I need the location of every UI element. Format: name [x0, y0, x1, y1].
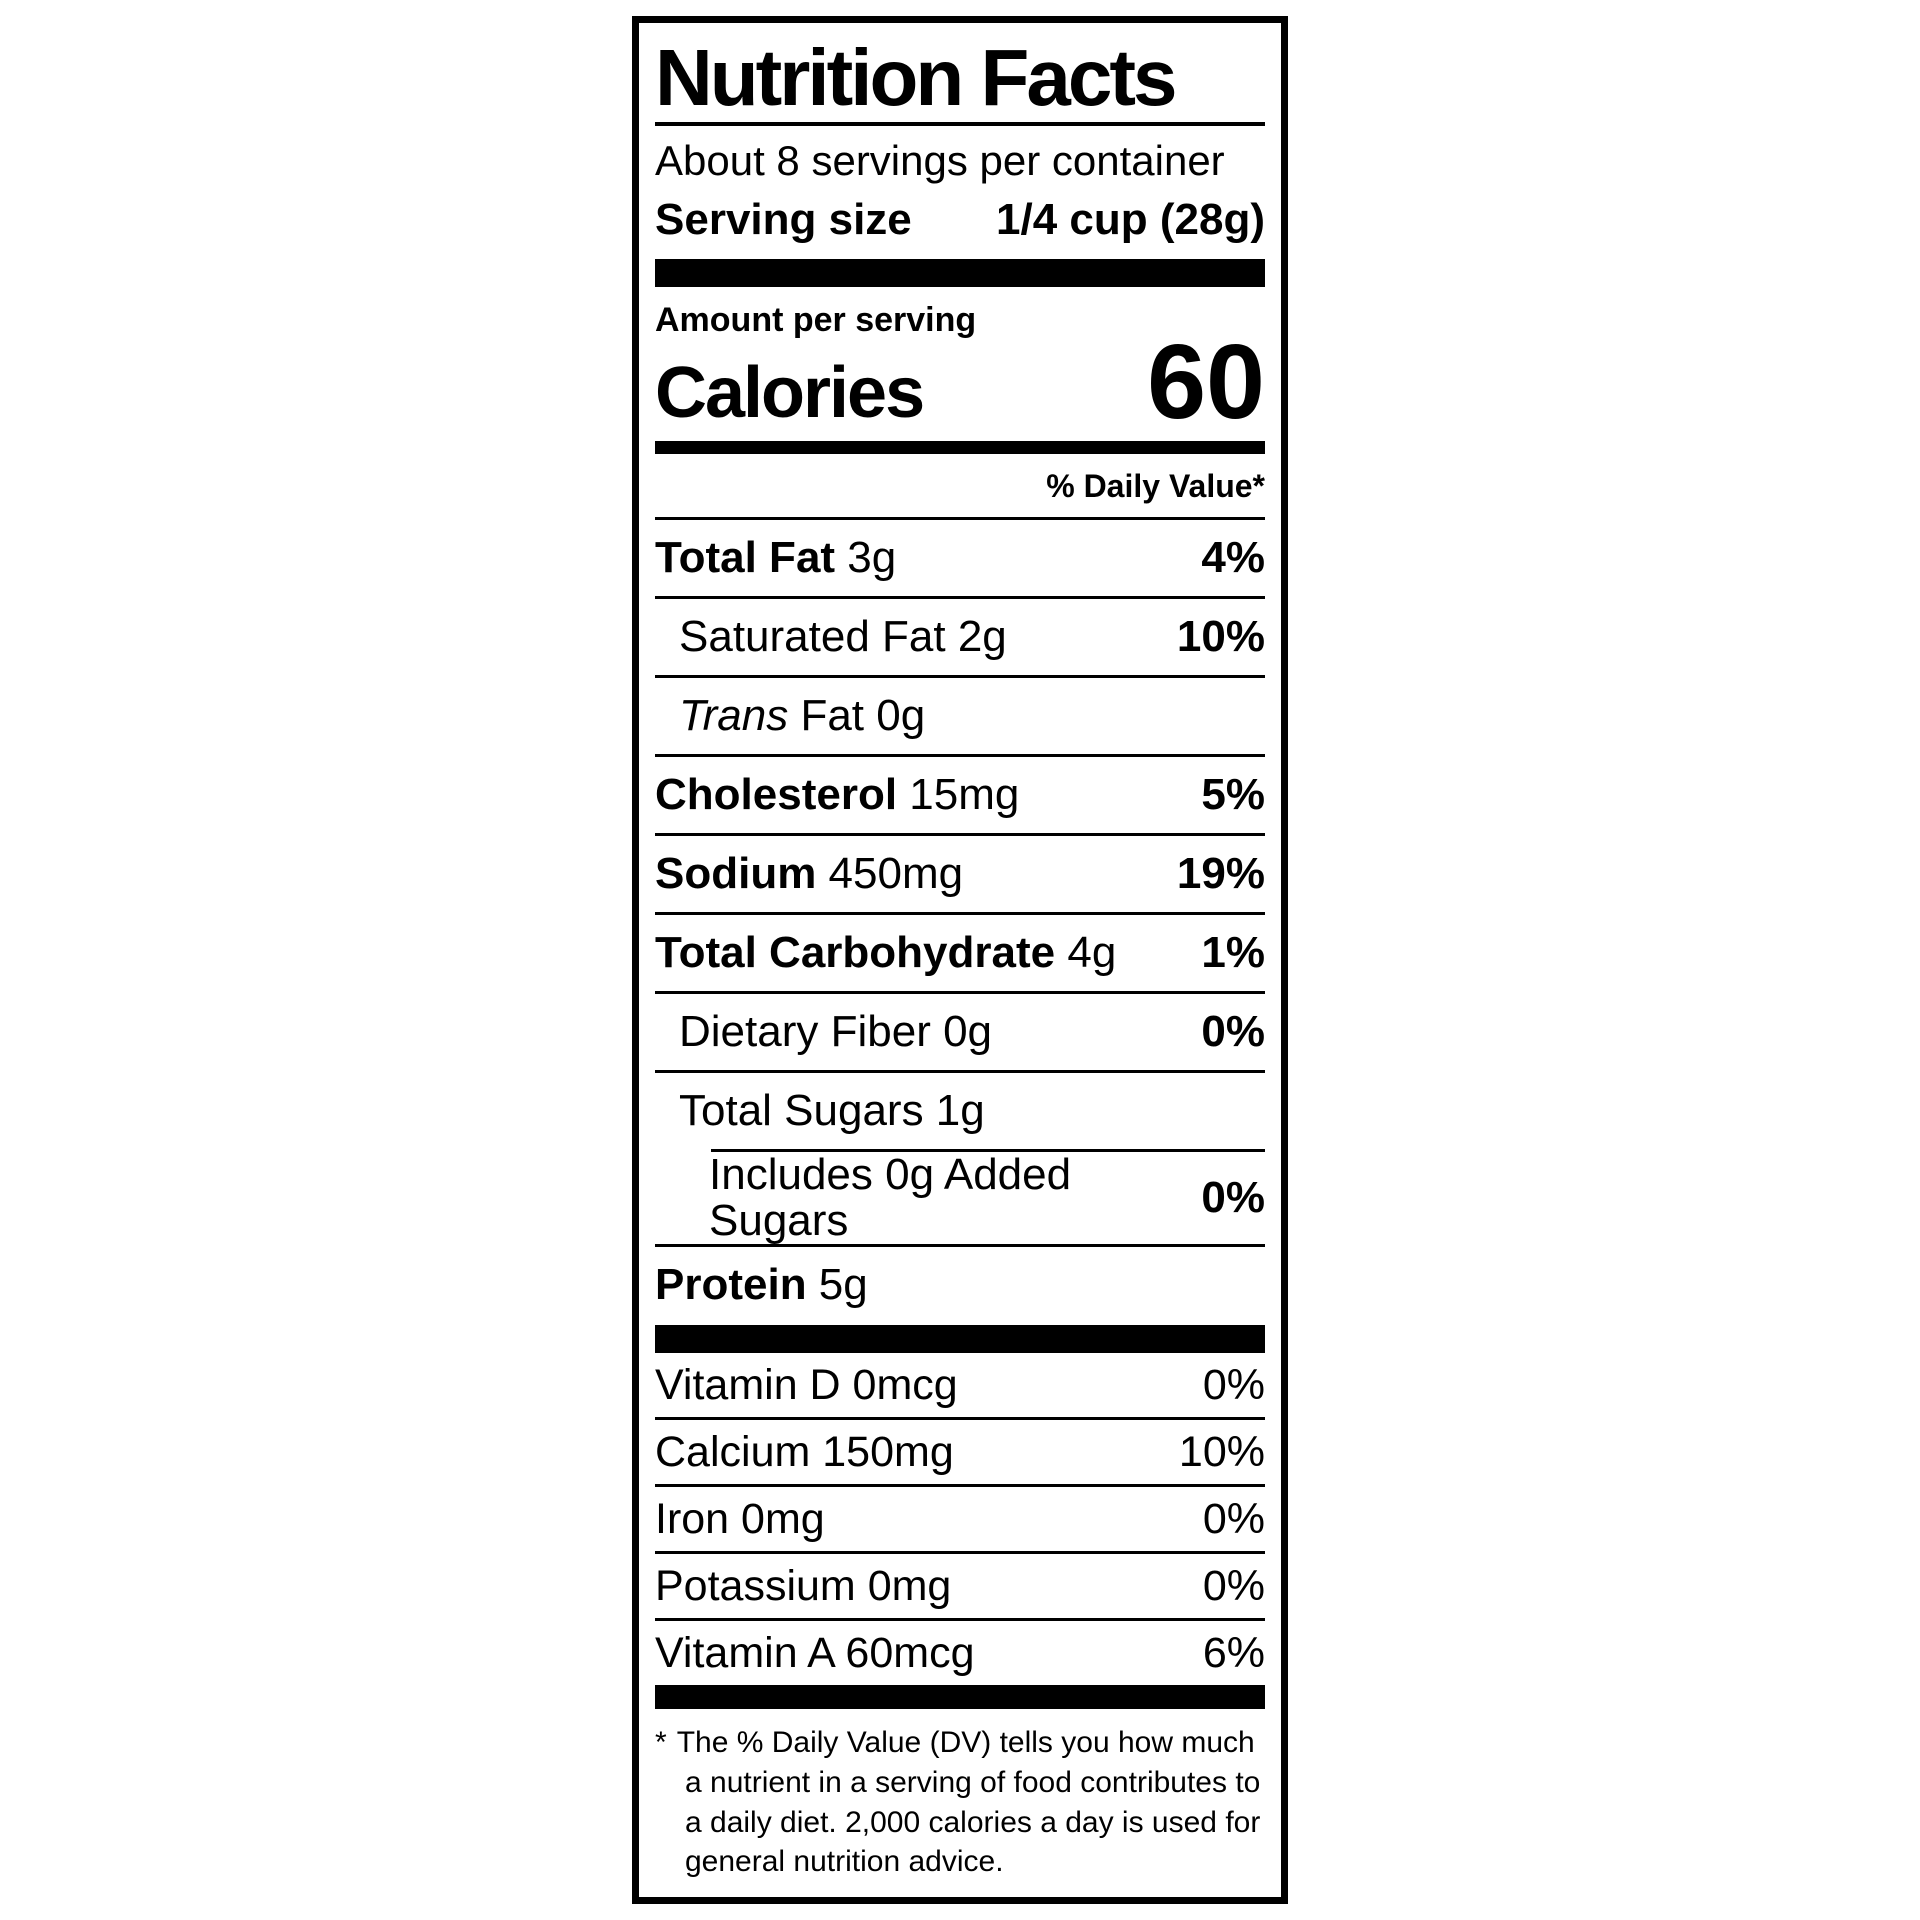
rule [655, 754, 1265, 758]
nutrient-name: Trans Fat 0g [679, 690, 926, 740]
nutrient-lead-italic: Trans [679, 690, 789, 740]
rule-indented [711, 1149, 1265, 1153]
nutrient-amount: 5g [806, 1260, 868, 1310]
nutrient-name: Saturated Fat 2g [679, 611, 1007, 661]
vitamin-name: Vitamin A 60mcg [655, 1628, 975, 1677]
nutrient-amount: Fat 0g [788, 690, 926, 740]
vitamin-dv: 10% [1178, 1427, 1265, 1476]
nutrient-name: Includes 0g Added Sugars [709, 1150, 1072, 1246]
calories-row: Calories 60 [655, 322, 1265, 441]
nutrient-dv: 5% [1201, 769, 1265, 819]
calories-value: 60 [1147, 322, 1265, 441]
label-title: Nutrition Facts [655, 33, 1177, 122]
vitamin-dv: 6% [1202, 1628, 1265, 1677]
nutrient-dv: 0% [1201, 1173, 1265, 1223]
nutrient-name: Total Sugars 1g [679, 1085, 985, 1135]
rule [655, 1244, 1265, 1248]
rule [655, 675, 1265, 679]
vitamin-row-potassium: Potassium 0mg 0% [655, 1554, 1265, 1618]
nutrient-row-protein: Protein 5g [655, 1247, 1265, 1323]
daily-value-header: % Daily Value* [1046, 468, 1265, 505]
nutrient-row-added-sugars: Includes 0g Added Sugars 0% [655, 1150, 1265, 1246]
nutrient-lead: Protein [655, 1260, 807, 1310]
nutrient-dv: 1% [1201, 927, 1265, 977]
nutrient-name: Dietary Fiber 0g [679, 1006, 993, 1056]
nutrient-dv: 4% [1201, 532, 1265, 582]
nutrient-name: Cholesterol 15mg [655, 769, 1020, 819]
divider-bar-medium [655, 441, 1265, 455]
nutrient-name: Total Carbohydrate 4g [655, 927, 1117, 977]
footnote-asterisk: * [655, 1726, 667, 1760]
rule [655, 1070, 1265, 1074]
servings-per-container: About 8 servings per container [655, 137, 1225, 185]
amount-per-serving-label: Amount per serving [655, 300, 977, 339]
nutrition-facts-label: Nutrition Facts About 8 servings per con… [632, 16, 1288, 1904]
nutrient-row-dietary-fiber: Dietary Fiber 0g 0% [655, 994, 1265, 1070]
serving-size-value: 1/4 cup (28g) [996, 194, 1265, 244]
nutrient-row-sodium: Sodium 450mg 19% [655, 836, 1265, 912]
nutrient-row-saturated-fat: Saturated Fat 2g 10% [655, 599, 1265, 675]
nutrient-dv: 0% [1201, 1006, 1265, 1056]
nutrient-row-cholesterol: Cholesterol 15mg 5% [655, 757, 1265, 833]
nutrient-name: Sodium 450mg [655, 848, 964, 898]
rule [655, 596, 1265, 600]
calories-label: Calories [655, 353, 925, 434]
vitamin-dv: 0% [1202, 1360, 1265, 1409]
nutrient-dv: 19% [1176, 848, 1265, 898]
nutrient-amount: 15mg [897, 769, 1020, 819]
vitamin-dv: 0% [1202, 1494, 1265, 1543]
rule [655, 833, 1265, 837]
rule [655, 517, 1265, 521]
vitamin-row-calcium: Calcium 150mg 10% [655, 1420, 1265, 1484]
vitamin-dv: 0% [1202, 1561, 1265, 1610]
rule [655, 912, 1265, 916]
serving-size-label: Serving size [655, 194, 912, 244]
rule [655, 1618, 1265, 1622]
nutrient-row-total-carbohydrate: Total Carbohydrate 4g 1% [655, 915, 1265, 991]
nutrient-row-total-fat: Total Fat 3g 4% [655, 520, 1265, 596]
nutrient-lead: Sodium [655, 848, 817, 898]
daily-value-footnote: * The % Daily Value (DV) tells you how mu… [655, 1723, 1265, 1881]
nutrient-lead: Total Carbohydrate [655, 927, 1056, 977]
vitamin-name: Iron 0mg [655, 1494, 825, 1543]
nutrient-row-total-sugars: Total Sugars 1g [655, 1073, 1265, 1149]
nutrient-name: Protein 5g [655, 1262, 868, 1308]
footnote-text: The % Daily Value (DV) tells you how muc… [676, 1726, 1261, 1879]
vitamin-row-vitamin-d: Vitamin D 0mcg 0% [655, 1353, 1265, 1417]
nutrient-name: Total Fat 3g [655, 532, 897, 582]
rule [655, 1484, 1265, 1488]
divider-bar-thick [655, 258, 1265, 287]
vitamin-row-iron: Iron 0mg 0% [655, 1487, 1265, 1551]
nutrient-amount: 3g [835, 532, 897, 582]
title-rule [655, 122, 1265, 127]
rule [655, 1417, 1265, 1421]
divider-bar-thick [655, 1325, 1265, 1354]
nutrient-amount: 4g [1055, 927, 1117, 977]
nutrient-lead: Cholesterol [655, 769, 898, 819]
serving-size-row: Serving size 1/4 cup (28g) [655, 195, 1265, 245]
vitamin-name: Potassium 0mg [655, 1561, 952, 1610]
divider-bar-thick [655, 1685, 1265, 1710]
vitamin-name: Vitamin D 0mcg [655, 1360, 958, 1409]
nutrient-row-trans-fat: Trans Fat 0g [655, 678, 1265, 754]
nutrient-amount: 450mg [816, 848, 964, 898]
rule [655, 991, 1265, 995]
vitamin-name: Calcium 150mg [655, 1427, 954, 1476]
nutrient-dv: 10% [1176, 611, 1265, 661]
nutrient-lead: Total Fat [655, 532, 836, 582]
vitamin-row-vitamin-a: Vitamin A 60mcg 6% [655, 1621, 1265, 1685]
rule [655, 1551, 1265, 1555]
